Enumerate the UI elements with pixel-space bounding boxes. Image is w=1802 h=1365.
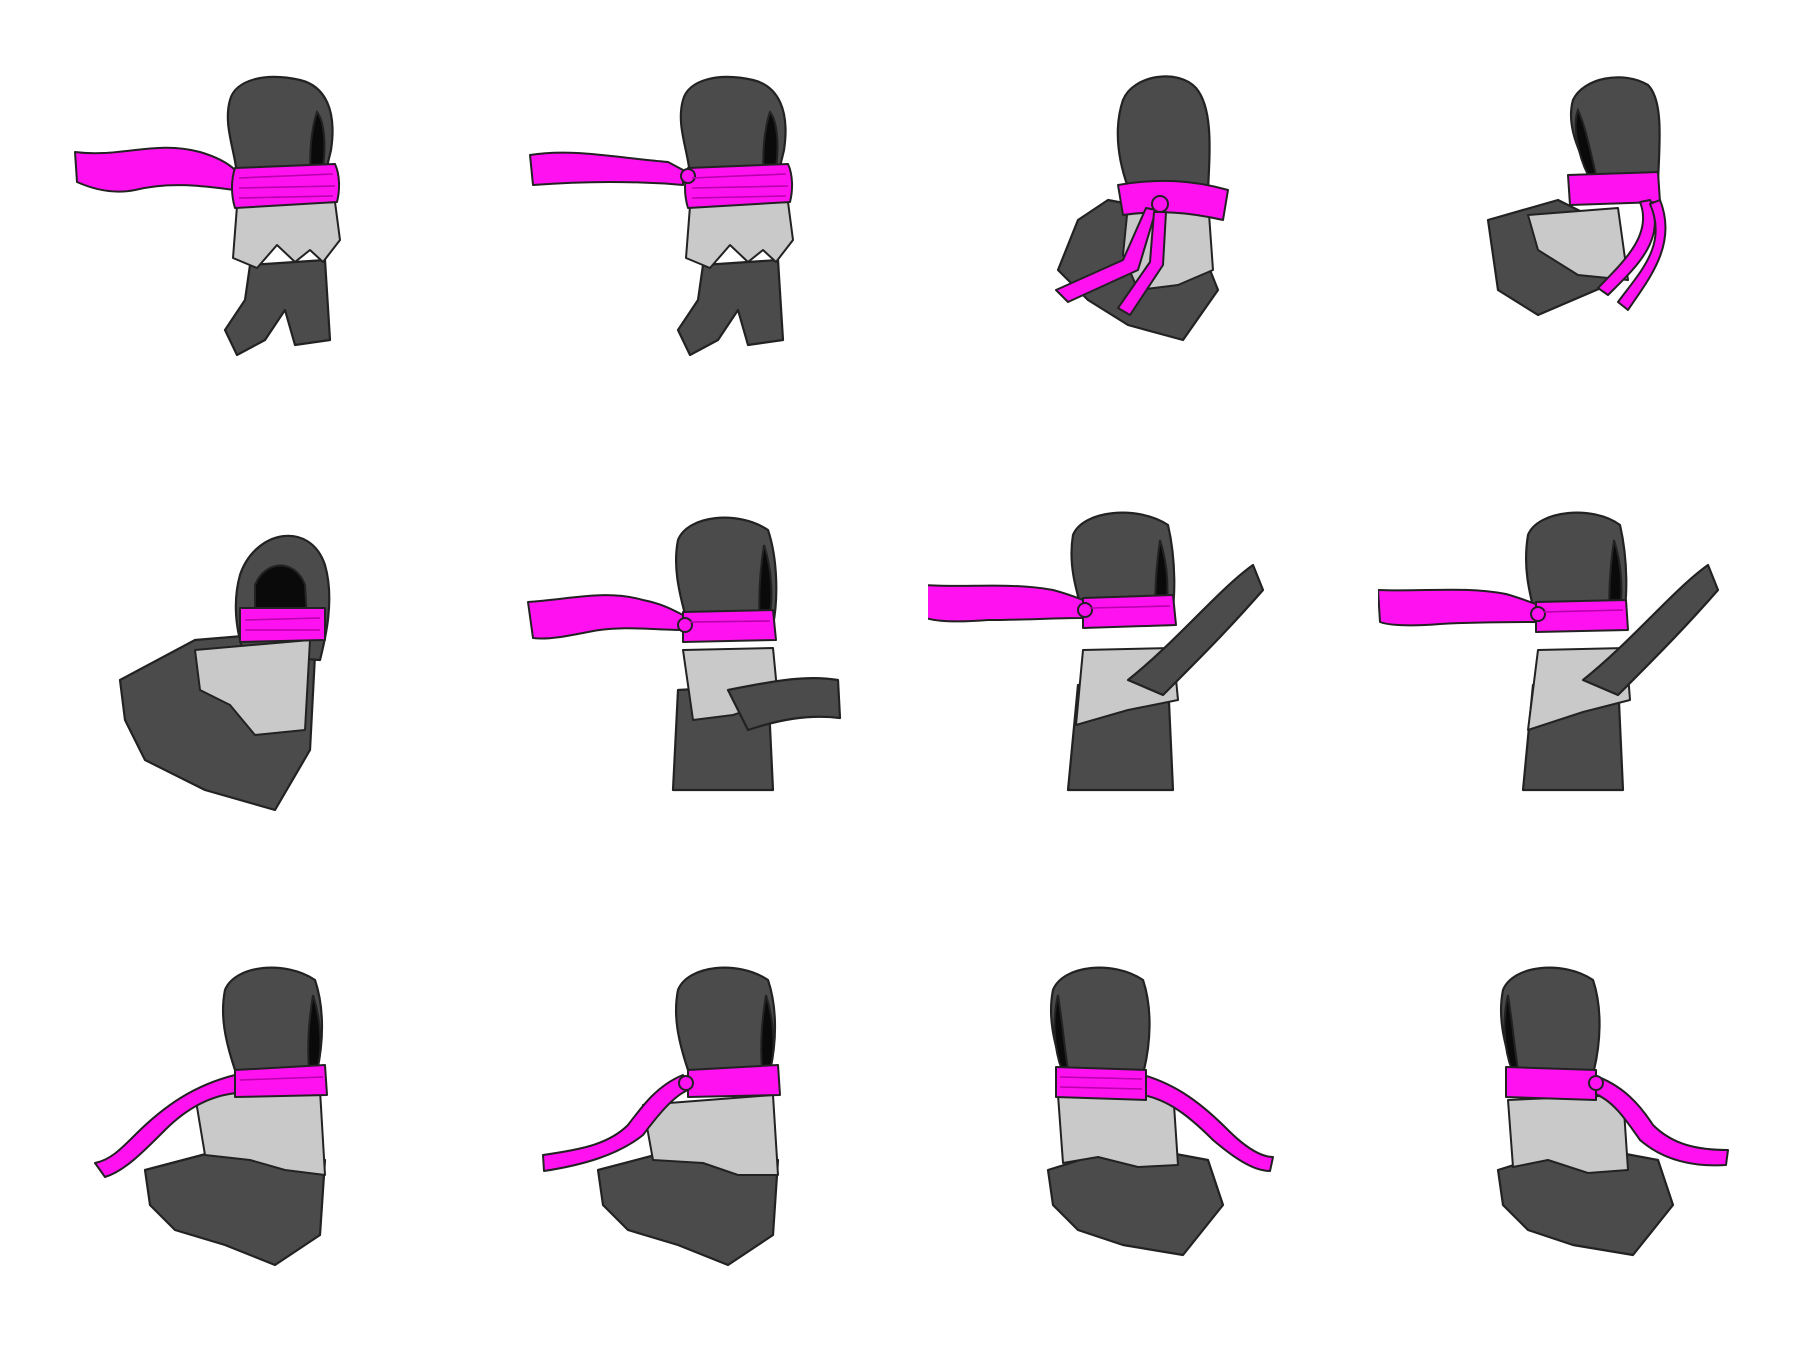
sprite-frame-11 [928,945,1348,1365]
sprite-art [1046,966,1274,1257]
sash-tail [1378,588,1537,627]
hood [679,75,787,177]
sprite-frame-9 [25,945,445,1365]
sprite-frame-12 [1378,945,1798,1365]
sprite-figure [529,75,794,357]
sprite-art [527,516,842,792]
sprite-art [94,966,328,1267]
sprite-figure [1055,75,1229,342]
sprite-art [1486,76,1667,317]
sash-tail-left [1597,199,1656,296]
sprite-art [118,534,331,812]
sprite-figure [527,516,842,792]
hood [674,966,777,1072]
vest [1507,1094,1629,1174]
sash-tail [74,146,236,193]
sash-fold [1089,605,1171,609]
arm [726,676,842,732]
cloak-lower [223,258,332,357]
cloak-lower [676,258,785,357]
sprite-figure [1378,511,1720,792]
arm [1126,563,1265,697]
sprite-frame-7 [928,490,1348,910]
sprite-figure [928,511,1265,792]
sprite-frame-4 [1378,40,1798,460]
hood [1116,75,1211,202]
sash-tail-right [1617,199,1667,311]
sprite-art [928,511,1265,792]
sprite-frame-1 [25,40,445,460]
sash-knot [1077,602,1093,618]
sash-fold [1059,1076,1143,1080]
sprite-frame-10 [478,945,898,1365]
sprite-art [1378,511,1720,792]
sash-fold [689,620,771,623]
sprite-art [1496,966,1729,1257]
vest [232,201,341,269]
sash-fold [1542,609,1624,613]
hood-opening [254,564,309,621]
vest [1527,207,1629,281]
sash-tail [928,584,1084,623]
sprite-frame-2 [478,40,898,460]
hood [1049,966,1151,1072]
sash-fold [244,617,321,621]
sprite-figure [542,966,781,1267]
sash-knot [1588,1075,1604,1091]
sash-fold [691,195,787,199]
sash-fold [1059,1086,1143,1090]
sash-knot [1151,195,1169,213]
vest [685,201,794,269]
sprite-art [542,966,781,1267]
sash-tail [94,1074,238,1178]
sprite-frame-8 [1378,490,1798,910]
sash-fold [691,185,789,189]
hood [1569,76,1661,182]
vest [1057,1089,1179,1168]
hood [1524,511,1628,627]
hood [1499,966,1601,1072]
sash-band [239,607,326,643]
sash-band [234,1064,328,1098]
sprite-art [529,75,794,357]
sprite-figure [118,534,331,812]
sash-fold [691,173,787,179]
sprite-frame-5 [25,490,445,910]
sash-band [687,1064,781,1098]
sash-tail [529,151,684,186]
sprite-figure [74,75,341,357]
sprite-figure [1486,76,1667,317]
sprite-figure [94,966,328,1267]
sprite-frame-3 [928,40,1348,460]
sprite-art [74,75,341,357]
sash-knot [678,1075,694,1091]
sash-band [682,609,777,643]
sash-band [1055,1066,1147,1101]
sash-knot [677,617,693,633]
sash-band [1082,594,1177,629]
sash-tail [527,594,684,640]
sash-tail [542,1074,687,1172]
sash-knot [1530,606,1546,622]
hood [674,516,778,627]
sash-tail [1142,1074,1274,1172]
sash-tail-right [1117,211,1167,316]
sprite-figure [1496,966,1729,1257]
sash-fold [238,195,334,199]
sprite-art [1055,75,1229,342]
sash-fold [238,185,336,189]
arm [1581,563,1720,697]
sprite-frame-6 [478,490,898,910]
sash-fold [239,1076,324,1081]
sash-tail-left [1055,207,1157,303]
sash-band [1505,1066,1597,1101]
sprite-figure [1046,966,1274,1257]
sash-knot [680,168,696,184]
sash-band [1535,599,1629,633]
sash-tail [1592,1074,1729,1167]
hood [226,75,334,177]
sash-fold [238,173,334,179]
hood [221,966,324,1072]
